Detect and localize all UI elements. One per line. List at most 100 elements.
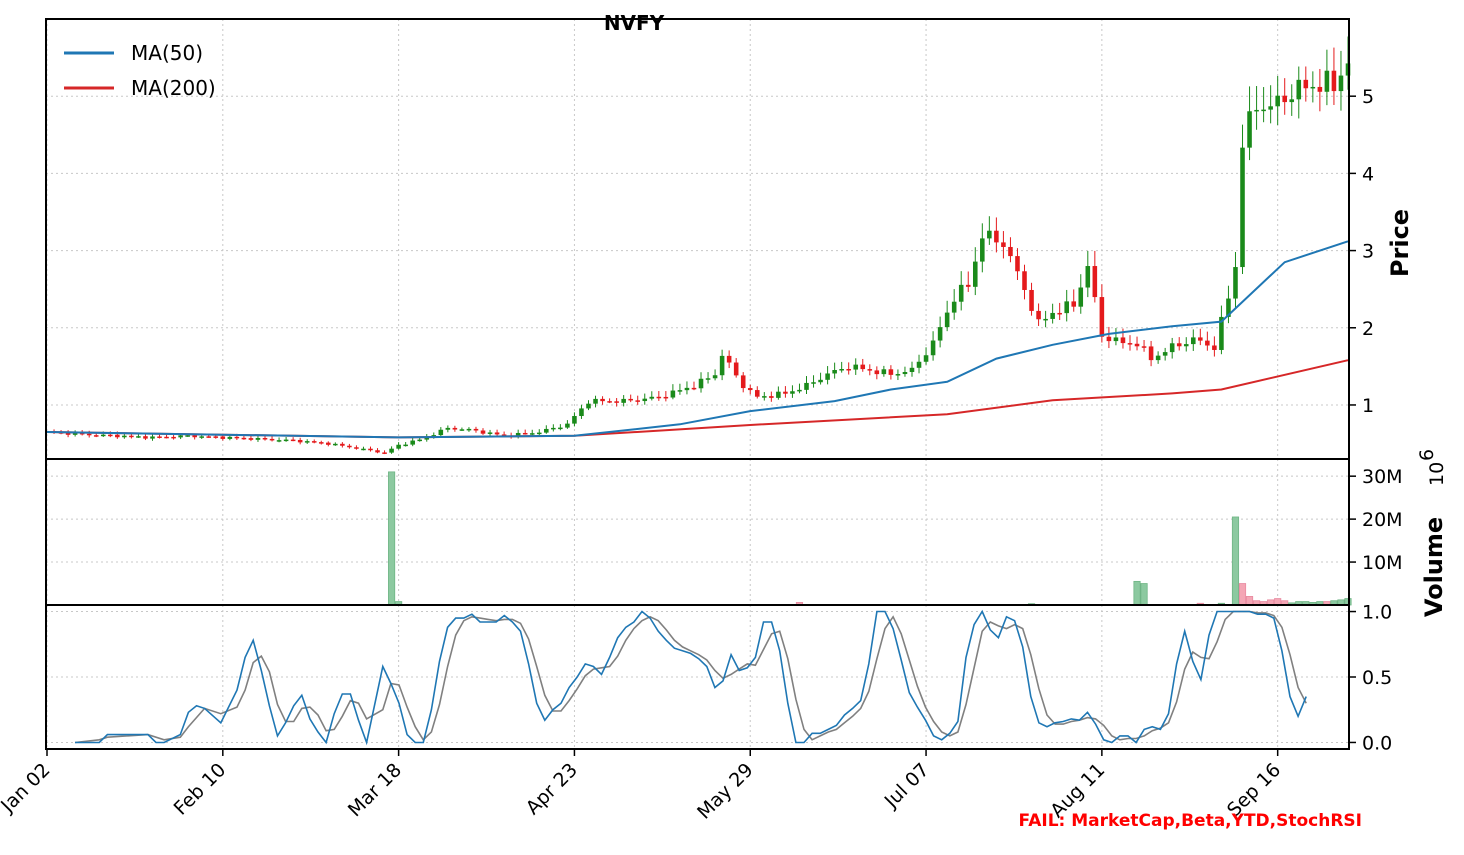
candle-body: [487, 432, 493, 434]
candle-body: [72, 432, 78, 435]
candle-body: [445, 427, 451, 430]
candle-body: [473, 428, 479, 431]
candle-body: [136, 436, 141, 438]
candle-body: [642, 398, 648, 402]
candle-body: [199, 436, 204, 438]
candle-body: [1268, 106, 1273, 110]
price-panel-frame: [45, 18, 1350, 460]
candle-body: [522, 432, 528, 435]
legend-ma50-label: MA(50): [131, 41, 203, 65]
candle-body: [227, 436, 233, 439]
candle-body: [790, 391, 795, 394]
candle-body: [980, 238, 985, 262]
candle-body: [1134, 343, 1140, 347]
candle-body: [424, 436, 430, 440]
candle-body: [86, 433, 92, 436]
candle-body: [382, 452, 387, 454]
candle-body: [698, 378, 704, 389]
candle-body: [565, 423, 570, 428]
candle-body: [389, 448, 394, 453]
candle-body: [1078, 287, 1084, 307]
volume-bar: [388, 471, 396, 606]
candle-body: [811, 382, 816, 384]
candle-body: [403, 444, 408, 447]
candle-body: [1099, 297, 1105, 337]
candle-body: [297, 439, 303, 443]
volume-panel-frame: [45, 458, 1350, 606]
candle-body: [586, 403, 591, 409]
candle-body: [839, 368, 844, 371]
candle-body: [705, 378, 711, 380]
candle-body: [944, 312, 950, 328]
candle-body: [1043, 318, 1048, 321]
candle-body: [1015, 256, 1020, 272]
candle-body: [1029, 289, 1034, 311]
candle-body: [1303, 79, 1309, 89]
candle-body: [304, 441, 310, 443]
volume-bar: [1140, 583, 1148, 606]
candle-body: [480, 430, 486, 434]
volume-multiplier-label: 10 6: [1416, 449, 1448, 486]
candle-body: [712, 375, 718, 379]
x-tick-label: Apr 23: [522, 759, 582, 819]
legend-ma200-label: MA(200): [131, 76, 216, 100]
candle-body: [740, 375, 746, 389]
candle-body: [311, 441, 317, 443]
candle-body: [881, 369, 887, 375]
candle-body: [93, 435, 99, 437]
candle-body: [248, 438, 254, 440]
candle-body: [164, 436, 169, 439]
chart-title: NVFY: [604, 11, 665, 35]
candle-body: [115, 434, 120, 438]
ma50-line: [46, 240, 1349, 439]
candle-body: [290, 439, 296, 442]
candle-body: [846, 368, 851, 371]
volume-bar: [1245, 596, 1254, 606]
candle-body: [1212, 345, 1217, 350]
candle-body: [143, 436, 148, 439]
candle-body: [1247, 111, 1252, 148]
candle-body: [192, 435, 197, 438]
candle-body: [1155, 355, 1161, 361]
price-tick-label: 3: [1362, 241, 1374, 263]
candle-body: [529, 433, 535, 435]
candle-body: [1057, 312, 1062, 315]
x-tick-label: Feb 10: [170, 759, 231, 820]
candle-body: [396, 444, 401, 449]
candle-body: [726, 355, 732, 363]
candle-body: [769, 396, 774, 398]
candle-body: [663, 396, 669, 399]
candle-body: [1169, 343, 1175, 353]
fail-message: FAIL: MarketCap,Beta,YTD,StochRSI: [1019, 811, 1362, 831]
candle-body: [1324, 70, 1330, 92]
candle-body: [691, 387, 697, 390]
candle-body: [677, 390, 683, 392]
candle-body: [754, 390, 760, 397]
candle-body: [354, 447, 359, 449]
candle-body: [1205, 340, 1210, 346]
candle-body: [466, 428, 472, 431]
candle-body: [551, 427, 556, 430]
candle-body: [797, 389, 802, 392]
candle-body: [818, 379, 823, 383]
grid-layer: [46, 19, 1349, 749]
candle-body: [318, 442, 324, 444]
candle-body: [1141, 346, 1147, 348]
candle-body: [1050, 312, 1055, 319]
candle-body: [895, 374, 901, 376]
volume-bar: [1238, 583, 1247, 606]
candle-body: [593, 398, 598, 404]
candle-body: [178, 435, 183, 438]
candle-body: [1148, 346, 1154, 361]
candle-body: [572, 416, 577, 424]
candle-body: [1001, 242, 1006, 247]
candle-body: [1198, 337, 1203, 341]
candle-body: [1120, 337, 1126, 344]
candle-body: [1338, 75, 1344, 92]
candle-body: [501, 434, 507, 436]
candle-body: [719, 355, 725, 376]
candle-body: [1254, 109, 1259, 112]
price-tick-label: 2: [1362, 318, 1374, 340]
stoch-tick-label: 0.0: [1362, 732, 1392, 754]
candle-body: [1226, 298, 1231, 317]
